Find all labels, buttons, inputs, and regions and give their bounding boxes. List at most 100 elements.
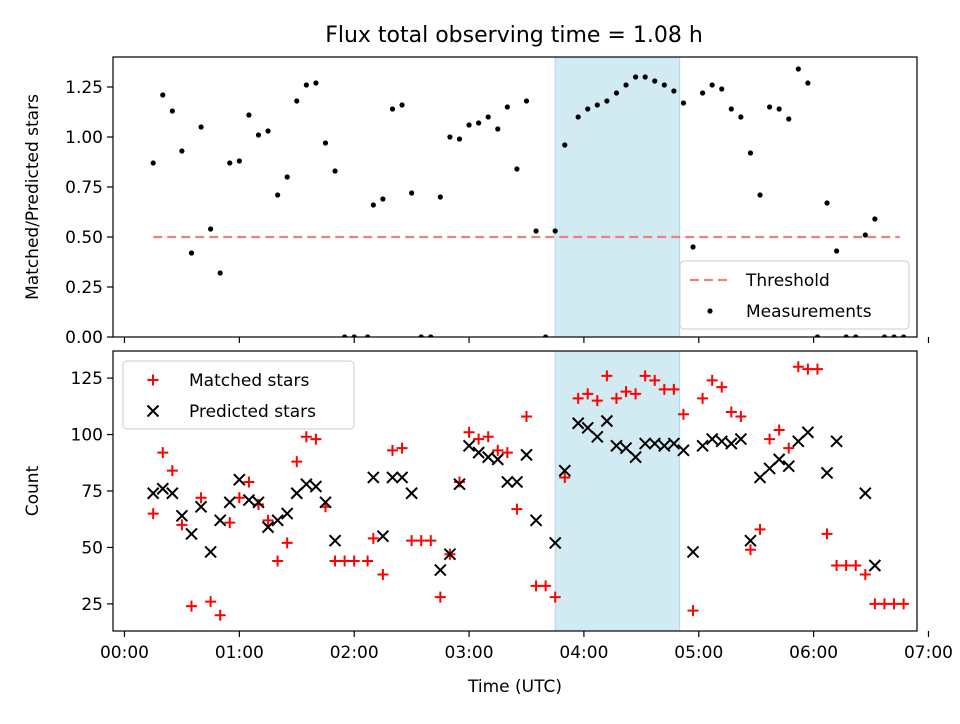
measurement-point: [255, 132, 262, 138]
measurement-point: [642, 74, 648, 80]
predicted-point: [328, 534, 342, 547]
y-tick-label: 0.75: [65, 178, 103, 198]
matched-point: [802, 363, 814, 375]
y-tick-label: 1.00: [65, 128, 103, 148]
measurement-point: [313, 80, 319, 86]
matched-point: [362, 555, 374, 567]
matched-point: [520, 410, 532, 422]
x-tick-label: 04:00: [559, 643, 608, 663]
predicted-point: [782, 459, 795, 473]
matched-point: [377, 569, 389, 581]
matched-point: [147, 508, 159, 520]
matched-point: [783, 442, 795, 454]
matched-point: [559, 471, 571, 483]
matched-point: [620, 386, 632, 398]
measurement-point: [409, 190, 415, 196]
predicted-point: [261, 520, 275, 534]
predicted-point: [772, 453, 786, 466]
matched-point: [501, 447, 513, 459]
measurement-point: [853, 334, 859, 337]
predicted-point: [166, 487, 179, 500]
measurement-point: [738, 114, 744, 120]
measurement-point: [351, 334, 357, 337]
matched-point: [396, 442, 408, 454]
measurement-point: [585, 106, 591, 112]
predicted-point: [581, 421, 594, 434]
measurement-point: [613, 90, 620, 96]
measurement-point: [543, 334, 549, 337]
y-axis-label: Count: [23, 465, 43, 516]
predicted-point: [481, 450, 495, 464]
predicted-point: [705, 432, 719, 446]
predicted-point: [715, 435, 728, 448]
predicted-point: [548, 536, 562, 550]
predicted-point: [610, 439, 623, 453]
measurement-point: [786, 116, 792, 122]
x-tick-label: 07:00: [904, 643, 953, 663]
x-tick-label: 00:00: [100, 643, 149, 663]
legend-label: Matched stars: [189, 371, 309, 391]
measurement-point: [418, 334, 424, 337]
matched-point: [697, 392, 709, 404]
measurement-point: [198, 124, 204, 130]
predicted-point: [629, 450, 642, 464]
predicted-point: [185, 527, 198, 541]
measurement-point: [757, 192, 763, 198]
measurement-point: [795, 66, 801, 72]
matched-point: [348, 555, 360, 567]
measurement-point: [680, 100, 687, 106]
predicted-point: [376, 529, 390, 543]
predicted-point: [405, 487, 418, 500]
matched-point: [706, 374, 718, 386]
legend: Threshold Measurements: [679, 260, 910, 330]
matched-point: [463, 426, 475, 438]
measurement-point: [834, 248, 840, 254]
y-tick-label: 25: [81, 595, 103, 615]
measurement-point: [805, 80, 811, 86]
matched-point: [425, 535, 437, 547]
highlight-span: [554, 56, 681, 338]
measurement-point: [747, 150, 754, 156]
matched-point: [639, 370, 651, 382]
predicted-point: [242, 493, 256, 507]
predicted-point: [619, 441, 633, 455]
matched-point: [291, 456, 303, 468]
measurement-point: [495, 126, 501, 132]
matched-point: [511, 503, 523, 515]
matched-point: [205, 596, 217, 608]
measurement-point: [428, 334, 434, 337]
measurement-point: [661, 82, 667, 88]
matched-point: [878, 598, 890, 610]
measurement-point: [901, 334, 907, 337]
predicted-point: [156, 482, 169, 495]
measurement-point: [294, 98, 300, 104]
measurement-point: [728, 106, 734, 112]
matched-point: [869, 598, 881, 610]
matched-point: [473, 433, 485, 445]
matched-point: [591, 395, 603, 407]
measurement-point: [265, 128, 271, 134]
measurement-point: [275, 192, 281, 198]
matched-point: [166, 465, 178, 477]
measurement-point: [342, 334, 348, 337]
predicted-point: [472, 446, 485, 459]
data-layer: [146, 361, 910, 621]
predicted-point: [801, 426, 815, 439]
predicted-point: [734, 432, 748, 446]
matched-point: [582, 388, 594, 400]
measurement-point: [671, 88, 677, 94]
matched-point: [195, 492, 207, 504]
predicted-point: [520, 448, 533, 462]
x-tick-label: 01:00: [215, 643, 264, 663]
predicted-point: [600, 414, 614, 428]
measurement-point: [437, 194, 443, 200]
measurement-point: [514, 166, 520, 172]
predicted-point: [686, 545, 700, 559]
matched-point: [773, 424, 785, 436]
legend-measurement-swatch: [707, 308, 713, 314]
matched-point: [677, 408, 689, 420]
matched-point: [224, 517, 236, 529]
matched-point: [601, 370, 613, 382]
predicted-point: [252, 496, 265, 509]
